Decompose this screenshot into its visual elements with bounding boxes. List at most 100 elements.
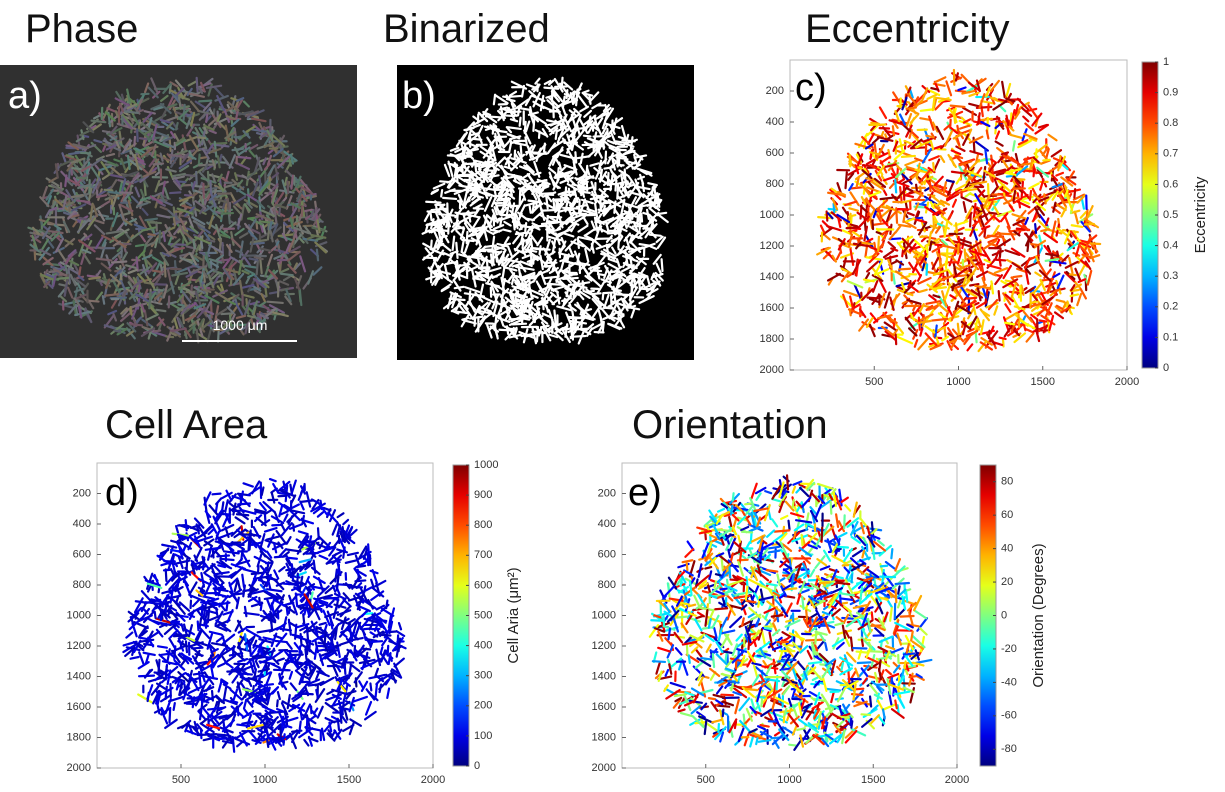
cell xyxy=(163,232,165,241)
colorbar-tick-label: 0.1 xyxy=(1163,331,1178,343)
cell xyxy=(589,95,590,104)
cell xyxy=(305,210,312,211)
cell xyxy=(426,202,440,203)
cell xyxy=(575,152,576,162)
cell xyxy=(1020,286,1021,301)
cell xyxy=(610,279,611,285)
panel-title: Cell Area xyxy=(105,403,268,447)
cell xyxy=(287,181,288,193)
cell xyxy=(140,138,147,139)
y-tick-label: 1200 xyxy=(760,240,784,252)
cell xyxy=(211,302,212,317)
cell xyxy=(593,293,600,294)
cell xyxy=(277,700,278,706)
cell xyxy=(976,332,977,342)
cell xyxy=(72,168,81,169)
cell xyxy=(105,190,113,191)
cell xyxy=(604,292,615,293)
cell xyxy=(530,206,531,213)
cell xyxy=(935,326,936,337)
cell xyxy=(137,129,138,141)
cell xyxy=(153,271,162,272)
colorbar-tick-label: 0.5 xyxy=(1163,209,1178,221)
cell xyxy=(462,240,474,241)
cell xyxy=(985,196,996,197)
cell xyxy=(164,570,171,571)
cell xyxy=(605,167,613,168)
cell xyxy=(999,258,1000,266)
cell xyxy=(927,264,928,274)
cell xyxy=(933,98,935,110)
cell xyxy=(483,172,484,182)
cell xyxy=(131,307,132,314)
cell xyxy=(204,275,205,282)
cell xyxy=(589,144,602,145)
colorbar-tick-label: 0.3 xyxy=(1163,270,1178,282)
cell xyxy=(951,106,965,107)
cell xyxy=(1031,244,1037,245)
cell xyxy=(250,259,258,261)
colorbar-tick-label: 0 xyxy=(1163,362,1169,374)
cell xyxy=(872,221,873,229)
cell xyxy=(154,163,163,164)
y-tick-label: 2000 xyxy=(760,364,784,376)
panel-title: Phase xyxy=(25,7,138,51)
cell xyxy=(933,163,934,170)
cell xyxy=(156,310,165,311)
cell xyxy=(294,176,295,185)
cell xyxy=(441,190,442,196)
cell xyxy=(169,709,170,722)
scale-bar-label: 1000 μm xyxy=(213,317,268,333)
cell xyxy=(485,246,496,247)
cell xyxy=(999,291,1000,300)
cell xyxy=(916,185,917,191)
cell xyxy=(196,172,197,184)
cell xyxy=(554,311,555,327)
cell xyxy=(503,97,509,98)
cell xyxy=(92,121,106,122)
cell xyxy=(520,108,529,110)
y-tick-label: 1400 xyxy=(760,271,784,283)
cell xyxy=(967,298,976,299)
cell xyxy=(866,178,874,179)
panel-label: c) xyxy=(795,67,827,109)
cell xyxy=(510,96,521,97)
cell xyxy=(1071,294,1078,296)
cell xyxy=(907,108,916,109)
cell xyxy=(553,102,554,117)
cell xyxy=(896,208,897,223)
cell xyxy=(615,181,616,191)
cell xyxy=(520,191,521,205)
cell xyxy=(640,244,650,246)
cell xyxy=(512,278,514,284)
cell xyxy=(507,177,514,179)
cell xyxy=(170,192,180,193)
cell xyxy=(197,78,198,92)
cell xyxy=(902,156,915,157)
cell xyxy=(281,274,293,276)
cell xyxy=(533,202,534,212)
cell xyxy=(279,208,280,214)
colorbar-tick-label: 0.6 xyxy=(1163,178,1178,190)
cell xyxy=(574,287,575,297)
x-tick-label: 1500 xyxy=(1031,376,1055,388)
cell xyxy=(193,240,194,248)
cell xyxy=(988,236,1001,237)
cell xyxy=(564,299,565,305)
cell xyxy=(474,319,475,326)
cell xyxy=(134,137,135,146)
cell xyxy=(456,167,457,182)
cell xyxy=(89,277,100,278)
cell xyxy=(145,219,156,221)
y-tick-label: 400 xyxy=(766,116,784,128)
cell xyxy=(525,137,526,144)
cell xyxy=(1040,320,1046,321)
cell xyxy=(539,131,540,137)
cell xyxy=(494,95,495,105)
cell xyxy=(863,243,872,244)
cell xyxy=(520,118,521,126)
cell xyxy=(547,306,548,312)
cell xyxy=(291,176,292,189)
cell xyxy=(878,237,879,251)
cell xyxy=(542,223,558,224)
